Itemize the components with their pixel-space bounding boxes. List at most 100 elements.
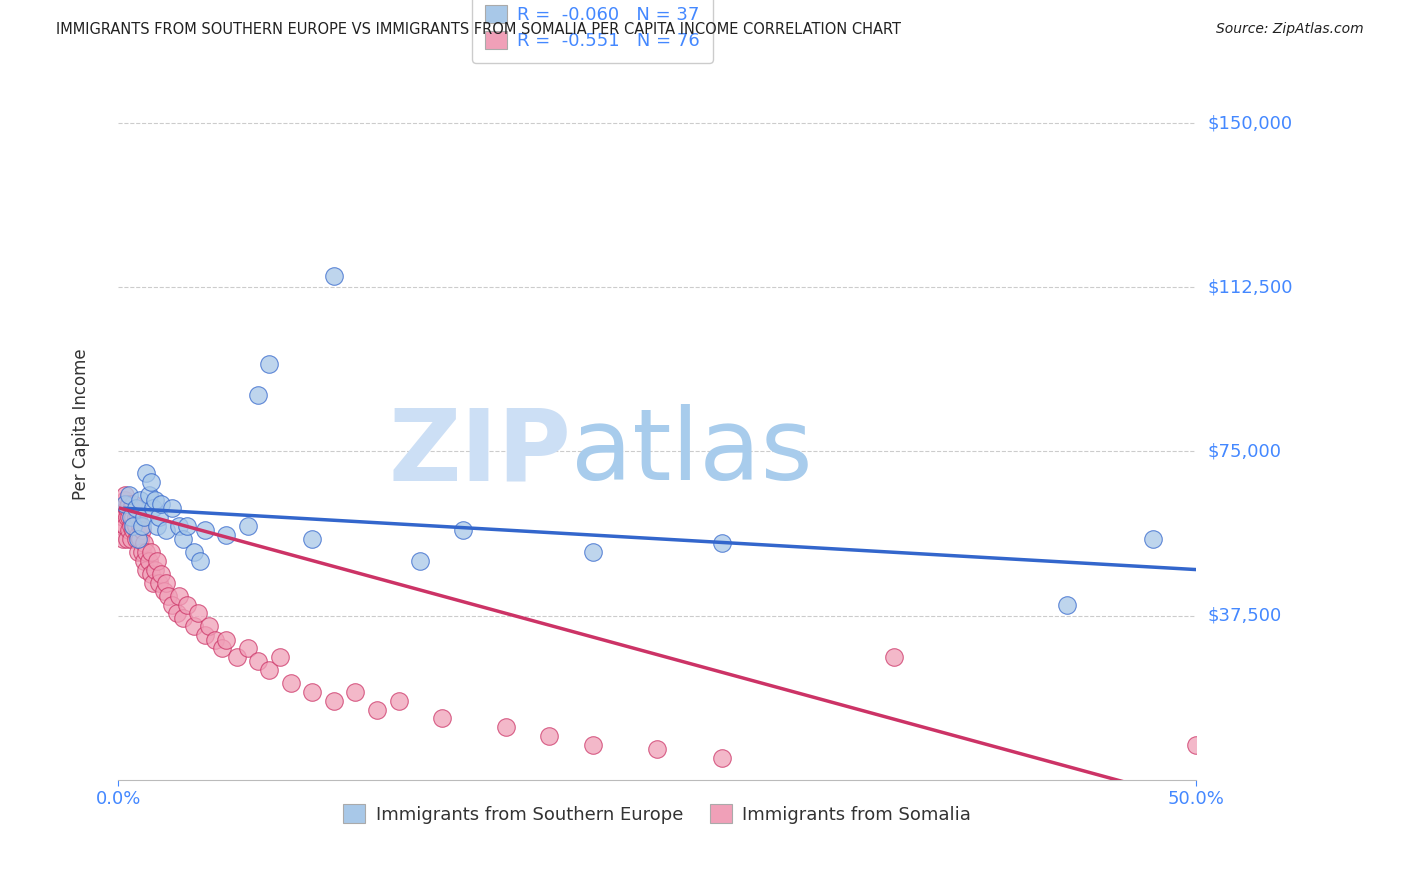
Point [129, 518, 152, 533]
Point [188, 554, 211, 568]
Point [538, 729, 561, 743]
Point [118, 523, 141, 537]
Point [155, 575, 177, 590]
Point [387, 694, 409, 708]
Point [115, 532, 138, 546]
Point [162, 598, 184, 612]
Point [118, 497, 141, 511]
Point [135, 467, 157, 481]
Point [204, 632, 226, 647]
Point [409, 554, 432, 568]
Point [134, 554, 156, 568]
Point [495, 720, 517, 734]
Point [135, 545, 157, 559]
Point [131, 545, 153, 559]
Point [172, 610, 194, 624]
Point [247, 387, 270, 401]
Point [1185, 738, 1208, 752]
Point [247, 655, 270, 669]
Point [143, 492, 166, 507]
Point [127, 510, 149, 524]
Point [581, 545, 603, 559]
Point [215, 527, 238, 541]
Point [176, 598, 198, 612]
Point [883, 650, 905, 665]
Point [124, 501, 146, 516]
Point [710, 750, 733, 764]
Point [122, 510, 145, 524]
Point [127, 527, 149, 541]
Point [322, 269, 344, 284]
Text: $112,500: $112,500 [1208, 278, 1292, 296]
Point [183, 545, 205, 559]
Point [124, 518, 146, 533]
Point [269, 650, 291, 665]
Point [366, 703, 388, 717]
Point [176, 518, 198, 533]
Legend: Immigrants from Southern Europe, Immigrants from Somalia: Immigrants from Southern Europe, Immigra… [332, 794, 983, 835]
Point [111, 497, 134, 511]
Point [156, 589, 179, 603]
Point [138, 488, 160, 502]
Point [430, 711, 453, 725]
Text: $37,500: $37,500 [1208, 607, 1281, 624]
Point [148, 510, 170, 524]
Text: atlas: atlas [571, 404, 813, 501]
Point [142, 575, 165, 590]
Point [344, 685, 367, 699]
Point [120, 532, 142, 546]
Point [127, 532, 149, 546]
Point [167, 589, 190, 603]
Point [111, 532, 134, 546]
Point [143, 563, 166, 577]
Point [146, 554, 169, 568]
Point [183, 619, 205, 633]
Point [150, 497, 173, 511]
Point [142, 501, 165, 516]
Point [120, 510, 142, 524]
Point [148, 575, 170, 590]
Point [115, 501, 138, 516]
Point [322, 694, 344, 708]
Text: ZIP: ZIP [388, 404, 571, 501]
Point [124, 510, 146, 524]
Point [129, 492, 152, 507]
Text: $75,000: $75,000 [1208, 442, 1281, 460]
Point [146, 518, 169, 533]
Point [114, 488, 136, 502]
Point [155, 523, 177, 537]
Point [134, 510, 156, 524]
Point [257, 357, 280, 371]
Point [131, 518, 153, 533]
Point [115, 510, 138, 524]
Point [581, 738, 603, 752]
Text: $150,000: $150,000 [1208, 114, 1292, 132]
Point [120, 501, 142, 516]
Point [301, 685, 323, 699]
Point [150, 566, 173, 581]
Point [139, 545, 162, 559]
Point [226, 650, 249, 665]
Point [122, 497, 145, 511]
Point [166, 607, 188, 621]
Point [645, 742, 668, 756]
Point [114, 497, 136, 511]
Text: Source: ZipAtlas.com: Source: ZipAtlas.com [1216, 22, 1364, 37]
Point [120, 518, 142, 533]
Point [139, 475, 162, 489]
Point [127, 545, 149, 559]
Point [187, 607, 209, 621]
Point [194, 628, 217, 642]
Point [118, 510, 141, 524]
Point [280, 676, 302, 690]
Point [131, 523, 153, 537]
Point [138, 554, 160, 568]
Text: Per Capita Income: Per Capita Income [72, 348, 90, 500]
Point [162, 501, 184, 516]
Point [194, 523, 217, 537]
Point [1056, 598, 1078, 612]
Point [236, 518, 259, 533]
Point [211, 641, 233, 656]
Point [129, 532, 152, 546]
Point [710, 536, 733, 550]
